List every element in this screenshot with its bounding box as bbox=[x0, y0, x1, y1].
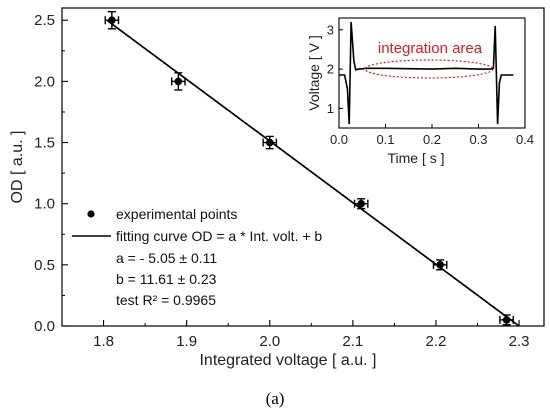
main-x-axis: 1.8 1.9 2.0 2.1 2.2 2.3 bbox=[93, 320, 529, 350]
inset-y-axis-title: Voltage [ V ] bbox=[306, 35, 322, 111]
y-tick-label: 1.5 bbox=[34, 135, 55, 152]
inset-x-tick-label: 0.3 bbox=[469, 132, 487, 147]
data-point bbox=[170, 72, 186, 91]
legend-label-points: experimental points bbox=[116, 206, 237, 222]
fitting-line-group bbox=[107, 20, 520, 327]
fit-param-b: b = 11.61 ± 0.23 bbox=[116, 271, 217, 287]
point-marker bbox=[174, 77, 183, 86]
inset-x-tick-label: 0.2 bbox=[423, 132, 441, 147]
x-tick-label: 1.9 bbox=[176, 333, 197, 350]
data-point bbox=[104, 10, 120, 30]
inset-x-tick-label: 0.1 bbox=[376, 132, 394, 147]
inset-x-axis-title: Time [ s ] bbox=[387, 150, 444, 166]
x-axis-title: Integrated voltage [ a.u. ] bbox=[199, 352, 376, 369]
fit-param-a: a = - 5.05 ± 0.11 bbox=[116, 250, 217, 266]
data-points-group bbox=[104, 10, 514, 326]
x-tick-label: 2.1 bbox=[342, 333, 363, 350]
point-marker bbox=[108, 16, 116, 25]
x-tick-label: 1.8 bbox=[93, 333, 114, 350]
data-point bbox=[432, 259, 448, 271]
integration-area-label: integration area bbox=[378, 40, 483, 57]
legend-label-fit: fitting curve OD = a * Int. volt. + b bbox=[116, 228, 322, 244]
voltage-trace-line bbox=[339, 21, 514, 125]
y-axis-title: OD [ a.u. ] bbox=[9, 131, 26, 204]
legend-point-marker bbox=[87, 210, 95, 218]
point-marker bbox=[436, 261, 444, 269]
inset-y-tick-label: 1 bbox=[327, 101, 334, 116]
x-tick-label: 2.3 bbox=[509, 333, 530, 350]
main-y-axis: 0.0 0.5 1.0 1.5 2.0 2.5 bbox=[34, 12, 68, 335]
y-tick-label: 2.0 bbox=[34, 73, 55, 90]
y-tick-label: 1.0 bbox=[34, 196, 55, 213]
inset-x-axis: 0.0 0.1 0.2 0.3 0.4 bbox=[330, 124, 534, 147]
inset-y-tick-label: 2 bbox=[327, 62, 334, 77]
inset-y-tick-label: 3 bbox=[327, 22, 334, 37]
y-tick-label: 0.5 bbox=[34, 257, 55, 274]
fit-r-squared: test R² = 0.9965 bbox=[116, 292, 216, 308]
point-marker bbox=[502, 316, 511, 324]
data-point bbox=[499, 314, 514, 326]
data-point bbox=[353, 198, 369, 210]
y-tick-label: 0.0 bbox=[34, 318, 55, 335]
legend: experimental points fitting curve OD = a… bbox=[72, 206, 322, 308]
inset-x-tick-label: 0.0 bbox=[330, 132, 348, 147]
fitting-line bbox=[107, 20, 520, 327]
main-plot-frame bbox=[61, 7, 545, 327]
x-tick-label: 2.0 bbox=[259, 333, 280, 350]
x-tick-label: 2.2 bbox=[426, 333, 447, 350]
inset-y-axis: 1 2 3 bbox=[327, 22, 343, 116]
integration-area-ellipse bbox=[364, 59, 494, 79]
figure-caption: (a) bbox=[266, 389, 285, 408]
data-point bbox=[262, 135, 278, 150]
point-marker bbox=[357, 199, 365, 208]
point-marker bbox=[265, 138, 274, 147]
inset-x-tick-label: 0.4 bbox=[516, 132, 534, 147]
y-tick-label: 2.5 bbox=[34, 12, 55, 29]
